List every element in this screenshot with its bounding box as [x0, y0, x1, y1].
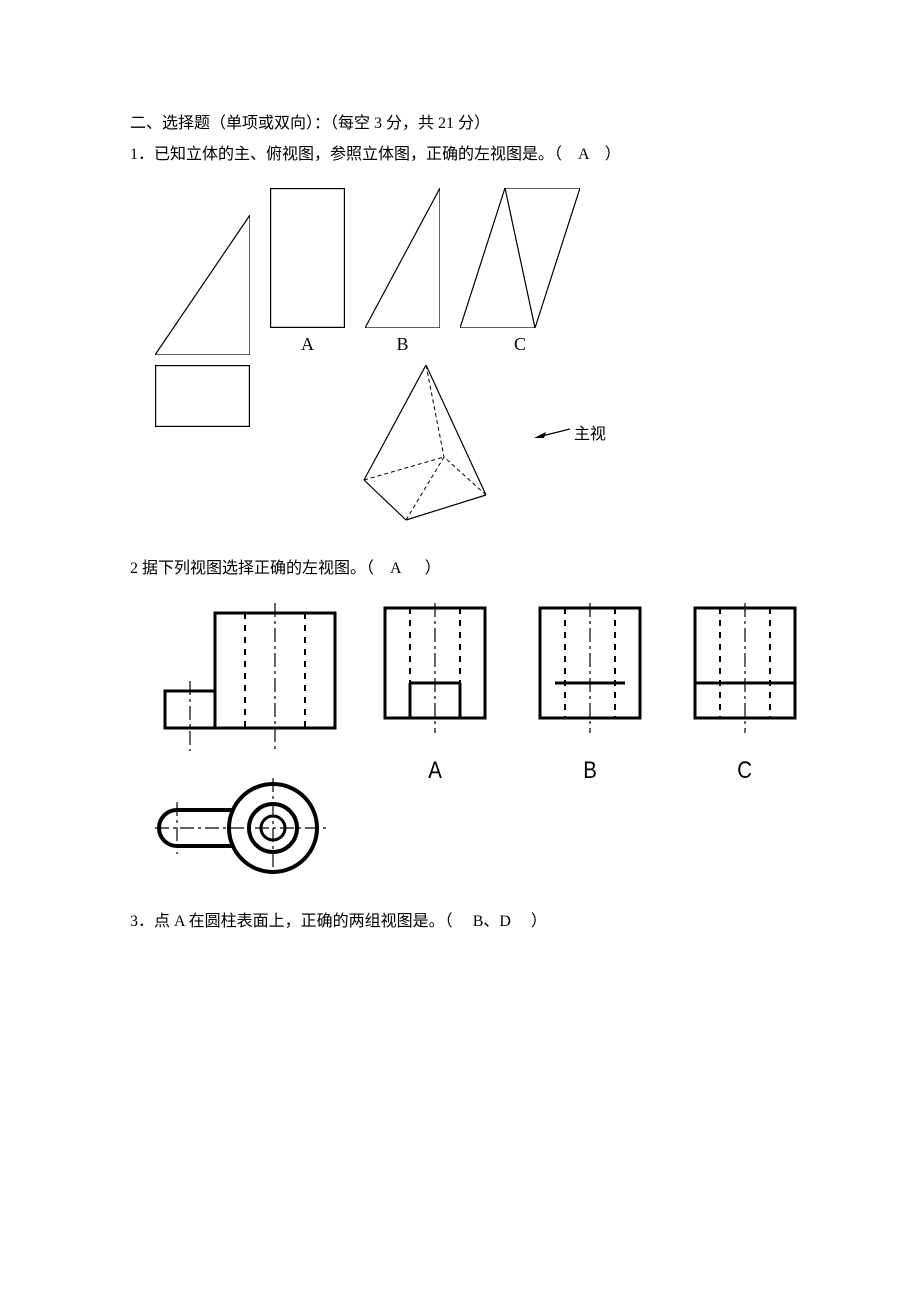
q1-top-view: [155, 365, 250, 427]
q2-optA-label: A: [428, 757, 442, 785]
q2-prompt-suffix: ）: [425, 560, 441, 577]
q1-optC-shape: [460, 188, 580, 328]
q1-optA-shape: [270, 188, 345, 328]
q1-prompt: 1．已知立体的主、俯视图，参照立体图，正确的左视图是。（ A ）: [130, 141, 790, 168]
q3-prompt-suffix: ）: [531, 913, 547, 930]
section-header: 二、选择题（单项或双向）：（每空 3 分，共 21 分）: [130, 110, 790, 137]
q2-answer: A: [390, 560, 401, 577]
q1-top-row: A B C: [155, 188, 790, 355]
q2-option-B: B: [530, 603, 650, 785]
q1-solid: [346, 365, 516, 525]
q1-prompt-suffix: ）: [605, 146, 621, 163]
q2-option-C: C: [685, 603, 805, 785]
q2-figures: A B: [130, 603, 790, 878]
arrow-icon: [534, 425, 570, 439]
q1-optB-shape: [365, 188, 440, 328]
q1-figures: A B C: [130, 188, 790, 525]
q3-answer: B、D: [473, 913, 511, 930]
q3-prompt-prefix: 3．点 A 在圆柱表面上，正确的两组视图是。（: [130, 913, 453, 930]
q1-prompt-prefix: 1．已知立体的主、俯视图，参照立体图，正确的左视图是。（: [130, 146, 562, 163]
q2-front-view: [155, 603, 345, 758]
q2-optB-shape: [530, 603, 650, 733]
q1-option-B: B: [365, 188, 440, 355]
q1-option-C: C: [460, 188, 580, 355]
q2-options: A B: [375, 603, 805, 785]
q1-bottom-row: 主视: [155, 365, 790, 525]
q2-row: A B: [155, 603, 790, 878]
q2-optC-shape: [685, 603, 805, 733]
q2-option-A: A: [375, 603, 495, 785]
q1-option-A: A: [270, 188, 345, 355]
q2-given-views: [155, 603, 345, 878]
q2-prompt-prefix: 2 据下列视图选择正确的左视图。（: [130, 560, 374, 577]
q2-top-view: [155, 778, 345, 878]
q2-optA-shape: [375, 603, 495, 733]
q1-optA-label: A: [301, 334, 314, 355]
q1-optB-label: B: [396, 334, 408, 355]
page-root: 二、选择题（单项或双向）：（每空 3 分，共 21 分） 1．已知立体的主、俯视…: [0, 0, 920, 999]
q1-answer: A: [578, 146, 589, 163]
q1-optC-label: C: [514, 334, 526, 355]
q1-front-view: [155, 215, 250, 355]
q3-prompt: 3．点 A 在圆柱表面上，正确的两组视图是。（ B、D ）: [130, 908, 790, 935]
q2-prompt: 2 据下列视图选择正确的左视图。（ A ）: [130, 555, 790, 582]
q1-direction-label-wrap: 主视: [534, 420, 606, 444]
q1-direction-label: 主视: [574, 420, 606, 444]
q2-optC-label: C: [738, 757, 753, 785]
q2-optB-label: B: [583, 757, 597, 785]
